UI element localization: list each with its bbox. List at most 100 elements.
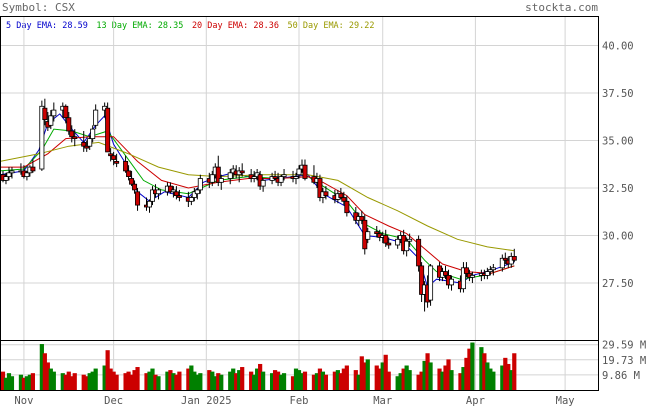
volume-bar	[192, 371, 197, 390]
legend-item-3: 20 Day EMA: 28.36	[192, 21, 279, 31]
candle-body	[188, 197, 194, 202]
volume-bar	[437, 368, 442, 390]
candle-body	[105, 107, 111, 153]
volume-bar	[374, 365, 379, 390]
volume-bar	[219, 374, 224, 390]
volume-bar	[491, 371, 496, 390]
candle-body	[30, 166, 36, 172]
date-axis: Nov Dec Jan 2025 Feb Mar Apr May	[14, 395, 574, 406]
symbol-label: Symbol: CSX	[2, 1, 75, 14]
volume-bar	[66, 371, 71, 390]
candle-body	[90, 128, 96, 140]
volume-bar	[377, 368, 382, 390]
volume-bar	[479, 347, 484, 390]
date-tick-label: Mar	[373, 395, 392, 406]
volume-bar	[506, 363, 511, 390]
volume-bar	[102, 365, 107, 390]
volume-bar	[428, 362, 433, 390]
candle-body	[111, 155, 117, 160]
legend-item-1: 5 Day EMA: 28.59	[6, 21, 88, 31]
volume-bar	[461, 367, 466, 390]
volume-bar	[341, 368, 346, 390]
candle-body	[419, 265, 425, 295]
volume-tick-label: 29.59 M	[602, 340, 646, 352]
volume-bar	[302, 371, 308, 390]
candle-body	[123, 160, 129, 172]
volume-bar	[500, 365, 505, 390]
volume-bar	[210, 371, 215, 390]
volume-bar	[275, 371, 281, 390]
volume-bar	[485, 362, 490, 390]
volume-bar	[365, 359, 370, 390]
candle-body	[281, 174, 287, 177]
volume-bar	[293, 368, 299, 390]
volume-bar	[72, 373, 77, 390]
candle-body	[359, 216, 365, 221]
volume-bar	[380, 362, 385, 390]
price-tick-label: 37.50	[602, 88, 634, 100]
volume-bar	[150, 368, 155, 390]
volume-bar	[9, 376, 15, 390]
candle-body	[84, 145, 90, 149]
volume-bar	[320, 371, 326, 390]
volume-bar	[126, 371, 131, 390]
volume-bar	[290, 376, 296, 390]
price-tick-label: 35.00	[602, 136, 634, 148]
volume-bar	[6, 373, 12, 390]
volume-bar	[48, 368, 53, 390]
volume-bar	[353, 370, 358, 390]
candle-body	[251, 176, 257, 179]
price-tick-label: 30.00	[602, 231, 634, 243]
volume-bar	[90, 371, 95, 390]
candle-body	[502, 257, 508, 261]
candle-body	[416, 238, 422, 267]
date-tick-label: Feb	[290, 395, 309, 406]
volume-bar	[165, 371, 170, 390]
candle-body	[296, 168, 302, 176]
price-tick-label: 40.00	[602, 41, 634, 53]
volume-bar	[18, 374, 24, 390]
volume-bar	[362, 362, 367, 390]
volume-bars	[0, 342, 517, 390]
volume-grid	[0, 341, 598, 390]
volume-bar	[240, 367, 245, 390]
volume-bar	[398, 373, 403, 390]
volume-bar	[249, 371, 254, 390]
volume-bar	[323, 374, 329, 390]
volume-bar	[311, 374, 317, 390]
volume-bar	[87, 373, 92, 390]
volume-bar	[93, 368, 98, 390]
candle-body	[383, 235, 389, 244]
candle-body	[81, 141, 87, 147]
volume-bar	[129, 374, 134, 390]
candle-body	[69, 130, 75, 138]
date-tick-label: Nov	[14, 395, 33, 406]
volume-bar	[144, 373, 149, 390]
volume-bar	[404, 365, 409, 390]
candle-body	[129, 178, 135, 185]
volume-bar	[272, 370, 278, 390]
volume-bar	[443, 365, 448, 390]
price-tick-label: 32.50	[602, 183, 634, 195]
candle-body	[209, 174, 215, 183]
candle-body	[344, 200, 350, 214]
candle-body	[341, 197, 347, 202]
volume-bar	[135, 367, 140, 390]
candle-body	[146, 200, 152, 208]
volume-bar	[156, 376, 161, 390]
candle-body	[484, 271, 490, 276]
volume-bar	[467, 348, 472, 390]
volume-bar	[449, 370, 454, 390]
volume-bar	[470, 342, 475, 390]
candle-body	[404, 240, 410, 252]
volume-bar	[21, 377, 27, 390]
candle-body	[374, 231, 380, 234]
date-tick-label: Dec	[104, 395, 123, 406]
volume-bar	[3, 377, 9, 390]
volume-bar	[207, 370, 212, 390]
volume-bar	[258, 363, 263, 390]
candle-body	[317, 178, 323, 198]
candle-body	[6, 172, 12, 178]
volume-bar	[422, 360, 427, 390]
